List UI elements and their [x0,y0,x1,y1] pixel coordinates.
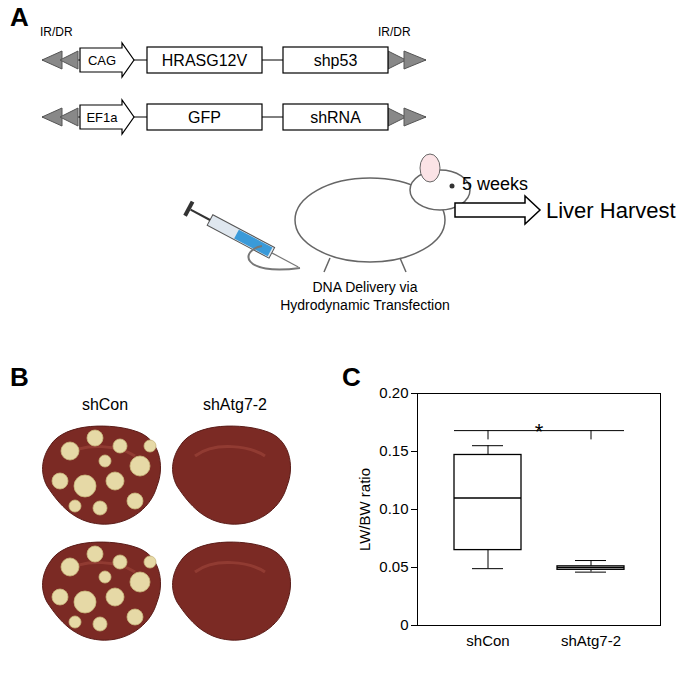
html-text:B: B [10,362,29,392]
svg-text:shRNA: shRNA [310,109,361,126]
svg-text:DNA Delivery via: DNA Delivery via [312,279,417,295]
svg-text:0.10: 0.10 [379,500,408,517]
html-text:C: C [342,362,361,392]
svg-text:shAtg7-2: shAtg7-2 [203,396,267,413]
svg-text:shAtg7-2: shAtg7-2 [561,632,621,649]
svg-text:shCon: shCon [466,632,509,649]
svg-text:5 weeks: 5 weeks [462,174,528,194]
svg-text:Liver Harvest: Liver Harvest [546,198,676,223]
svg-text:*: * [535,419,544,444]
svg-text:0.20: 0.20 [379,384,408,401]
svg-text:0.05: 0.05 [379,558,408,575]
svg-text:LW/BW ratio: LW/BW ratio [356,468,373,551]
svg-text:0: 0 [400,616,408,633]
svg-text:EF1a: EF1a [86,110,118,125]
svg-text:CAG: CAG [88,53,116,68]
svg-text:shp53: shp53 [314,52,358,69]
svg-text:0.15: 0.15 [379,442,408,459]
html-text:A: A [10,2,29,32]
svg-text:HRASG12V: HRASG12V [162,52,248,69]
svg-text:shCon: shCon [82,396,128,413]
svg-text:IR/DR: IR/DR [40,25,73,39]
svg-text:GFP: GFP [188,109,221,126]
svg-text:Hydrodynamic Transfection: Hydrodynamic Transfection [280,297,450,313]
svg-text:IR/DR: IR/DR [378,25,411,39]
